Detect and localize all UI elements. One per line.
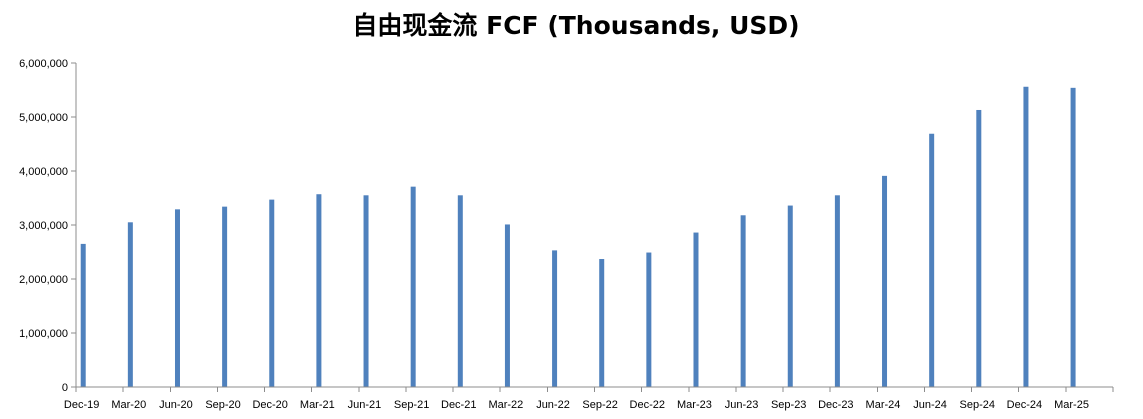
- x-tick-label: Sep-23: [771, 399, 806, 411]
- x-tick-label: Dec-23: [818, 399, 853, 411]
- x-tick-label: Sep-24: [960, 399, 995, 411]
- bars-group: [80, 86, 1076, 387]
- bar-jun-21: [363, 195, 369, 387]
- bar-mar-22: [504, 224, 510, 387]
- y-axis-ticks: 0 1,000,000 2,000,000 3,000,000 4,000,000 5,0…: [19, 58, 76, 394]
- bar-mar-24: [882, 175, 888, 387]
- bar-mar-21: [316, 194, 322, 387]
- x-tick-label: Jun-22: [536, 399, 570, 411]
- y-tick-label: 5,000,000: [19, 112, 68, 124]
- x-tick-label: Dec-22: [630, 399, 665, 411]
- x-tick-label: Jun-24: [913, 399, 947, 411]
- bar-sep-24: [976, 109, 982, 387]
- y-tick-label: 0: [62, 382, 68, 394]
- x-tick-label: Mar-25: [1054, 399, 1089, 411]
- y-tick-label: 4,000,000: [19, 166, 68, 178]
- bar-sep-23: [787, 205, 793, 387]
- bar-mar-25: [1070, 87, 1076, 387]
- x-axis-ticks: Dec-19 Mar-20 Jun-20 Sep-20 Dec-20 Mar-21 Jun-…: [64, 387, 1114, 411]
- bar-jun-23: [740, 215, 746, 387]
- bar-dec-23: [834, 195, 840, 387]
- bar-sep-21: [410, 186, 416, 387]
- x-tick-label: Sep-21: [394, 399, 429, 411]
- y-tick-label: 2,000,000: [19, 274, 68, 286]
- chart-title: 自由现金流 FCF (Thousands, USD): [352, 11, 799, 40]
- x-tick-label: Mar-23: [677, 399, 712, 411]
- x-tick-label: Sep-20: [205, 399, 240, 411]
- bar-mar-20: [127, 222, 133, 387]
- bar-dec-22: [646, 252, 652, 387]
- bar-dec-19: [80, 243, 86, 387]
- x-tick-label: Mar-22: [488, 399, 523, 411]
- bar-dec-20: [269, 199, 275, 387]
- x-tick-label: Sep-22: [582, 399, 617, 411]
- x-tick-label: Dec-21: [441, 399, 476, 411]
- x-tick-label: Jun-21: [348, 399, 382, 411]
- bar-sep-22: [599, 259, 605, 387]
- y-tick-label: 3,000,000: [19, 220, 68, 232]
- x-tick-label: Mar-24: [866, 399, 901, 411]
- bar-dec-21: [457, 195, 463, 387]
- x-tick-label: Dec-20: [252, 399, 287, 411]
- x-tick-label: Jun-23: [725, 399, 759, 411]
- y-tick-label: 6,000,000: [19, 58, 68, 70]
- bar-mar-23: [693, 232, 699, 387]
- bar-jun-24: [929, 133, 935, 387]
- x-tick-label: Dec-24: [1007, 399, 1042, 411]
- x-tick-label: Dec-19: [64, 399, 99, 411]
- y-tick-label: 1,000,000: [19, 328, 68, 340]
- bar-dec-24: [1023, 86, 1029, 387]
- bar-sep-20: [222, 206, 228, 387]
- x-tick-label: Mar-20: [111, 399, 146, 411]
- bar-jun-22: [552, 250, 558, 387]
- x-tick-label: Mar-21: [300, 399, 335, 411]
- x-tick-label: Jun-20: [159, 399, 193, 411]
- bar-jun-20: [174, 209, 180, 387]
